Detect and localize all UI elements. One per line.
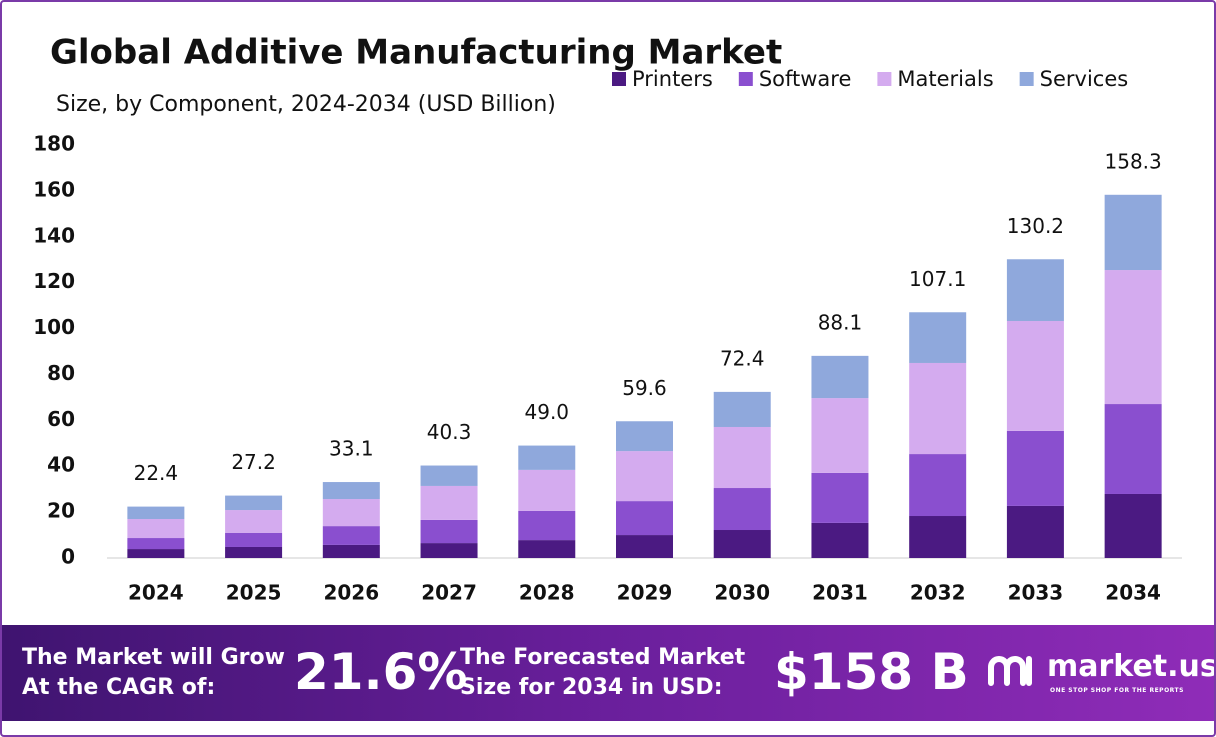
total-label: 158.3 [1105,149,1162,173]
bar-segment [1104,270,1162,405]
x-tick-label: 2028 [519,581,575,605]
bar-segment [909,516,967,558]
bar-segment [518,445,576,470]
legend-label: Software [759,67,852,91]
x-tick-label: 2030 [714,581,770,605]
x-tick-label: 2025 [226,581,282,605]
bar-segment [420,519,478,544]
logo-tagline: ONE STOP SHOP FOR THE REPORTS [1050,687,1184,694]
bar-segment [713,426,771,489]
banner: The Market will Grow At the CAGR of: 21.… [2,625,1214,721]
legend-label: Printers [632,67,713,91]
y-tick-label: 140 [33,223,75,247]
bar-segment [322,482,380,500]
bar-segment [616,451,673,502]
x-tick-label: 2033 [1008,581,1064,605]
cagr-value: 21.6% [294,643,468,701]
x-tick-label: 2031 [812,581,868,605]
bar-segment [811,522,869,558]
bar-segment [225,546,283,558]
forecast-value: $158 B [774,643,969,701]
x-tick-label: 2034 [1105,581,1161,605]
total-label: 88.1 [818,310,863,334]
total-label: 33.1 [329,437,374,461]
bar-segment [322,526,380,545]
y-tick-label: 20 [47,499,75,523]
bar-segment [225,532,283,547]
bar-segment [909,454,967,517]
bar-segment [811,398,869,473]
chart-title: Global Additive Manufacturing Market [50,33,782,73]
total-label: 130.2 [1007,214,1064,238]
bar-segment [909,362,967,455]
legend-swatch [877,72,892,86]
bar-segment [1006,320,1064,431]
forecast-text: The Forecasted Market [460,645,746,670]
bar-segment [225,510,283,533]
bar-segment [616,535,673,558]
total-label: 27.2 [231,450,276,474]
x-tick-label: 2026 [323,581,379,605]
bar-segment [1104,493,1162,558]
y-tick-label: 80 [47,361,75,385]
total-label: 49.0 [525,400,570,424]
x-tick-label: 2032 [910,581,966,605]
bar-segment [616,421,673,452]
y-tick-label: 0 [61,545,75,569]
x-tick-label: 2029 [617,581,673,605]
legend-swatch [612,72,626,86]
bar-segment [713,488,771,531]
bar-segment [713,530,771,558]
bar-segment [420,465,478,486]
bar-segment [518,469,576,511]
y-tick-label: 180 [33,132,75,156]
bar-segment [322,499,380,527]
bar-segment [1006,430,1064,506]
bar-segment [1104,194,1162,271]
legend-label: Services [1040,67,1129,91]
total-label: 40.3 [427,420,472,444]
cagr-text: At the CAGR of: [22,675,216,700]
x-tick-label: 2024 [128,581,184,605]
y-tick-label: 100 [33,315,75,339]
y-tick-label: 120 [33,269,75,293]
forecast-text: Size for 2034 in USD: [460,675,723,700]
total-label: 72.4 [720,346,765,370]
y-tick-label: 40 [47,453,75,477]
bar-segment [1006,259,1064,321]
bar-segment [811,472,869,523]
bar-segment [225,495,283,511]
logo-icon [988,656,1032,686]
bar-segment [616,501,673,536]
legend-swatch [1019,72,1034,86]
bar-segment [420,543,478,558]
chart-subtitle: Size, by Component, 2024-2034 (USD Billi… [56,92,556,117]
total-label: 22.4 [134,461,179,485]
bar-segment [1006,505,1064,558]
y-tick-label: 60 [47,407,75,431]
legend-label: Materials [897,67,993,91]
total-label: 107.1 [909,267,966,291]
bar-segment [322,544,380,558]
total-label: 59.6 [622,376,667,400]
bar-segment [518,540,576,558]
chart: Global Additive Manufacturing Market Siz… [33,33,1182,605]
bar-segment [909,312,967,363]
bar-segment [420,485,478,520]
bar-segment [127,506,185,519]
bar-segment [518,510,576,541]
bar-segment [1104,404,1162,494]
bar-segment [811,355,869,399]
legend-swatch [738,72,753,86]
y-tick-label: 160 [33,177,75,201]
bar-segment [127,518,185,539]
cagr-text: The Market will Grow [22,645,285,670]
logo-text: market.us [1047,649,1216,684]
bar-segment [713,391,771,427]
bar-segment [127,549,185,558]
bar-segment [127,538,185,550]
x-tick-label: 2027 [421,581,477,605]
